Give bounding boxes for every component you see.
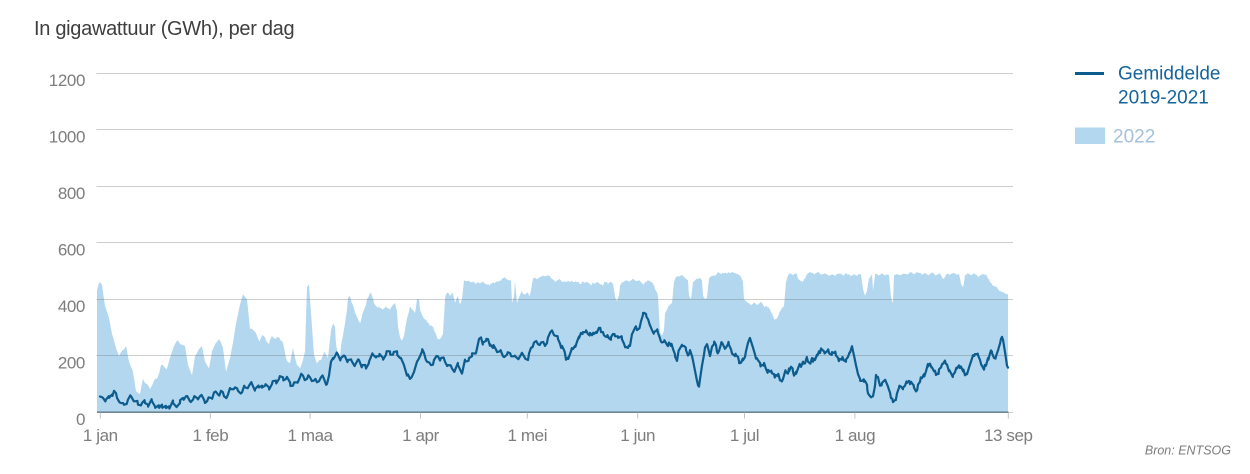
svg-text:1 jul: 1 jul [730,426,759,445]
svg-text:800: 800 [58,184,85,203]
svg-text:1 maa: 1 maa [287,426,333,445]
svg-text:400: 400 [58,297,85,316]
svg-text:0: 0 [76,410,85,429]
svg-text:Bron: ENTSOG: Bron: ENTSOG [1145,444,1231,458]
svg-text:600: 600 [58,241,85,260]
svg-text:1000: 1000 [49,128,85,147]
svg-text:Gemiddelde: Gemiddelde [1118,64,1220,85]
svg-text:1 jan: 1 jan [83,426,118,445]
svg-text:1200: 1200 [49,71,85,90]
svg-text:1 apr: 1 apr [402,426,439,445]
svg-text:1 mei: 1 mei [508,426,548,445]
svg-text:13 sep: 13 sep [984,426,1033,445]
svg-text:2019-2021: 2019-2021 [1118,88,1209,109]
svg-text:200: 200 [58,354,85,373]
svg-text:1 aug: 1 aug [835,426,876,445]
svg-text:2022: 2022 [1113,127,1155,148]
svg-text:1 jun: 1 jun [620,426,655,445]
svg-text:1 feb: 1 feb [192,426,228,445]
svg-text:In gigawattuur (GWh), per dag: In gigawattuur (GWh), per dag [34,18,294,40]
